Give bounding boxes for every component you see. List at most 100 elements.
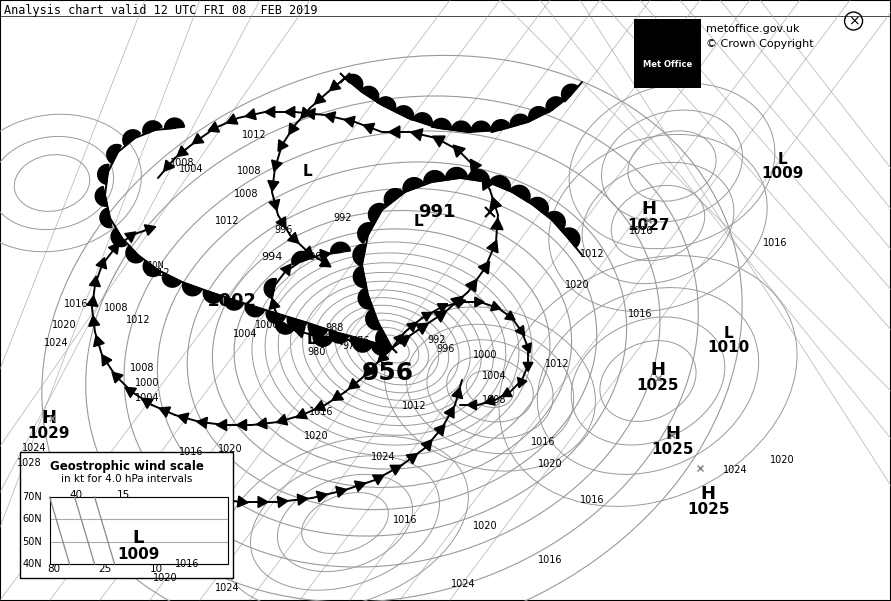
Text: H: H <box>666 425 680 443</box>
Text: 994: 994 <box>261 252 282 262</box>
Polygon shape <box>491 301 501 311</box>
Text: 996: 996 <box>437 344 454 353</box>
Text: metoffice.gov.uk: metoffice.gov.uk <box>707 24 800 34</box>
Text: 25: 25 <box>99 564 111 574</box>
Text: 1028: 1028 <box>17 458 42 468</box>
Polygon shape <box>320 249 331 260</box>
Polygon shape <box>350 336 370 349</box>
Polygon shape <box>377 97 396 111</box>
Text: 10: 10 <box>150 564 162 574</box>
Text: 1027: 1027 <box>627 218 670 233</box>
Polygon shape <box>468 169 489 182</box>
Polygon shape <box>245 304 265 317</box>
Polygon shape <box>384 189 404 206</box>
Polygon shape <box>522 343 531 353</box>
Polygon shape <box>291 251 311 264</box>
Polygon shape <box>125 388 136 397</box>
Polygon shape <box>502 388 512 397</box>
Polygon shape <box>123 130 141 146</box>
Polygon shape <box>275 319 294 334</box>
Polygon shape <box>298 494 308 505</box>
Text: 1020: 1020 <box>217 444 242 454</box>
Polygon shape <box>466 279 477 292</box>
Polygon shape <box>294 327 305 338</box>
Polygon shape <box>264 279 276 298</box>
Text: in kt for 4.0 hPa intervals: in kt for 4.0 hPa intervals <box>61 474 192 484</box>
Polygon shape <box>416 323 429 334</box>
Text: 1024: 1024 <box>44 338 69 347</box>
Polygon shape <box>142 398 153 409</box>
Polygon shape <box>478 261 490 274</box>
Polygon shape <box>265 106 274 118</box>
Text: 1020: 1020 <box>770 455 795 465</box>
Text: 980: 980 <box>307 347 325 356</box>
Polygon shape <box>452 121 471 132</box>
Bar <box>20 452 233 578</box>
Polygon shape <box>372 341 383 352</box>
Polygon shape <box>313 335 333 346</box>
Polygon shape <box>95 186 108 206</box>
Polygon shape <box>100 208 112 228</box>
Polygon shape <box>378 351 388 362</box>
Polygon shape <box>354 266 366 288</box>
Text: 1012: 1012 <box>544 359 569 368</box>
Text: 992: 992 <box>334 213 352 222</box>
Polygon shape <box>324 112 336 123</box>
Polygon shape <box>364 123 374 133</box>
Polygon shape <box>528 106 548 121</box>
Polygon shape <box>411 129 423 141</box>
Polygon shape <box>183 282 202 296</box>
Polygon shape <box>217 419 226 430</box>
Text: 1020: 1020 <box>538 459 563 469</box>
Text: 1024: 1024 <box>21 443 46 453</box>
Polygon shape <box>372 342 391 355</box>
Text: 1009: 1009 <box>117 547 159 561</box>
Text: 1016: 1016 <box>175 559 200 569</box>
Polygon shape <box>397 335 410 347</box>
Text: 1012: 1012 <box>215 216 240 226</box>
Polygon shape <box>475 297 484 307</box>
Polygon shape <box>482 178 494 191</box>
Polygon shape <box>208 122 219 132</box>
Text: 992: 992 <box>428 335 446 344</box>
Text: 1004: 1004 <box>482 371 507 380</box>
Text: 1000: 1000 <box>304 252 329 262</box>
Text: 1016: 1016 <box>308 407 333 416</box>
Polygon shape <box>98 165 109 185</box>
Polygon shape <box>308 323 328 337</box>
Polygon shape <box>197 417 208 429</box>
Text: 1012: 1012 <box>580 249 605 258</box>
Polygon shape <box>471 121 491 132</box>
Polygon shape <box>276 217 286 228</box>
Polygon shape <box>353 340 372 352</box>
Text: 40: 40 <box>69 490 82 500</box>
Polygon shape <box>320 257 331 267</box>
Polygon shape <box>452 388 462 398</box>
Text: 984: 984 <box>316 329 334 338</box>
Text: 1024: 1024 <box>723 465 748 475</box>
Text: H: H <box>650 361 665 379</box>
Polygon shape <box>96 258 107 269</box>
Polygon shape <box>468 400 477 410</box>
Polygon shape <box>424 171 446 183</box>
Text: H: H <box>642 200 656 218</box>
Text: H: H <box>42 409 56 427</box>
Polygon shape <box>486 240 498 253</box>
Polygon shape <box>89 276 101 287</box>
Text: 1012: 1012 <box>126 315 151 325</box>
Text: 1012: 1012 <box>402 401 427 410</box>
Text: 1029: 1029 <box>28 427 70 441</box>
Text: 1016: 1016 <box>531 437 556 447</box>
Text: 1024: 1024 <box>215 583 240 593</box>
Polygon shape <box>331 242 350 254</box>
Polygon shape <box>505 311 515 320</box>
Polygon shape <box>491 120 511 132</box>
Text: L: L <box>133 529 143 547</box>
Text: 70N: 70N <box>22 492 43 502</box>
Text: 80: 80 <box>47 564 60 574</box>
Polygon shape <box>336 487 347 497</box>
Text: 1012: 1012 <box>241 130 266 140</box>
Polygon shape <box>89 316 100 326</box>
Text: 1008: 1008 <box>170 159 195 168</box>
Polygon shape <box>266 310 286 323</box>
